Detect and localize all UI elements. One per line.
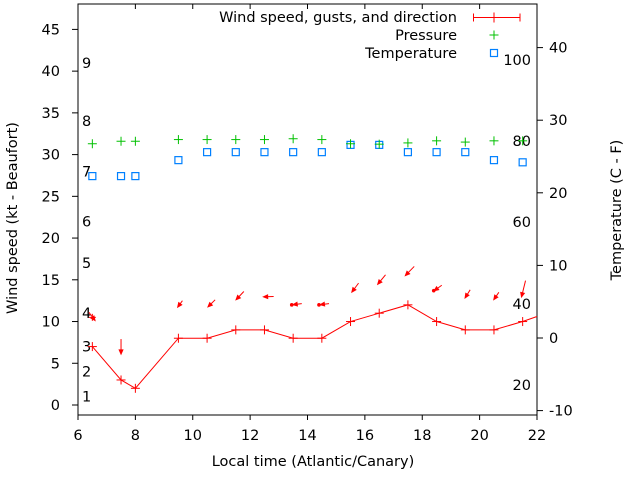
temperature-point: [131, 172, 140, 181]
wind-direction-arrow-head: [351, 286, 357, 294]
beaufort-label: 3: [82, 340, 91, 356]
temperature-point: [403, 148, 413, 157]
beaufort-label: 6: [82, 214, 91, 230]
beaufort-label: 1: [82, 390, 91, 406]
temperature-point: [432, 148, 441, 157]
wind-direction-arrow-head: [433, 285, 440, 292]
x-tick-label: 22: [528, 428, 546, 444]
wind-direction-arrow-head: [318, 301, 326, 307]
temperature-point: [116, 172, 126, 181]
temperature-point: [260, 148, 269, 157]
wind-direction-arrow-head: [464, 292, 470, 299]
y-left-axis-title: Wind speed (kt - Beaufort): [5, 122, 21, 314]
legend-label-temperature: Temperature: [364, 46, 457, 62]
y-left-tick-label: 35: [42, 106, 60, 122]
legend-temperature-symbol: [489, 48, 499, 58]
y-left-tick-label: 20: [42, 231, 60, 247]
temperature-point: [461, 148, 470, 157]
inner-scale-label: 20: [513, 378, 531, 394]
y-left-tick-label: 15: [42, 273, 60, 289]
x-tick-label: 6: [73, 428, 82, 444]
wind-direction-arrow-head: [493, 294, 499, 301]
y-left-tick-label: 0: [51, 398, 60, 414]
temperature-point: [202, 148, 212, 157]
plot-border: [77, 3, 538, 416]
y-right-tick-label: 30: [549, 113, 567, 129]
x-tick-label: 12: [241, 428, 259, 444]
x-axis-title: Local time (Atlantic/Canary): [212, 454, 415, 470]
wind-direction-arrow-head: [176, 301, 183, 309]
temperature-point: [289, 148, 298, 157]
y-right-tick-label: 0: [549, 331, 558, 347]
x-tick-label: 10: [184, 428, 202, 444]
y-left-tick-label: 10: [42, 315, 60, 331]
inner-scale-label: 60: [513, 215, 531, 231]
legend-label-pressure: Pressure: [395, 28, 457, 44]
beaufort-label: 8: [82, 114, 91, 130]
y-right-tick-label: -10: [549, 404, 573, 420]
wind-direction-arrow-head: [90, 315, 96, 322]
inner-scale-label: 80: [513, 134, 531, 150]
x-tick-label: 18: [413, 428, 431, 444]
wind-direction-arrow-head: [235, 294, 242, 301]
temperature-point: [88, 172, 97, 181]
wind-direction-arrow-head: [520, 291, 526, 299]
x-tick-label: 14: [298, 428, 316, 444]
y-left-tick-label: 5: [51, 356, 60, 372]
temperature-point: [317, 148, 326, 157]
wind-direction-arrow-head: [118, 349, 124, 356]
y-left-tick-label: 30: [42, 148, 60, 164]
y-right-tick-label: 20: [549, 186, 567, 202]
y-right-tick-label: 10: [549, 258, 567, 274]
y-right-tick-label: 40: [549, 41, 567, 57]
x-tick-label: 20: [470, 428, 488, 444]
temperature-point: [518, 158, 527, 167]
inner-scale-label: 100: [503, 53, 531, 69]
beaufort-label: 4: [82, 306, 91, 322]
inner-scale-label: 40: [513, 297, 531, 313]
legend-label-wind: Wind speed, gusts, and direction: [219, 10, 457, 26]
wind-direction-arrow-head: [376, 278, 383, 286]
beaufort-label: 2: [82, 365, 91, 381]
x-tick-label: 16: [356, 428, 374, 444]
y-right-axis-title: Temperature (C - F): [609, 140, 625, 282]
temperature-point: [489, 156, 499, 165]
wind-direction-arrow-head: [207, 301, 214, 308]
wind-speed-line: [91, 304, 538, 389]
wind-direction-arrow-head: [291, 301, 298, 307]
y-left-tick-label: 40: [42, 64, 60, 80]
chart-generated-layer: 6 8 10 12 14 16 18 20 22051015202530354045-10010…: [42, 3, 573, 444]
temperature-point: [231, 148, 240, 157]
temperature-point: [174, 156, 183, 165]
y-left-tick-label: 45: [42, 22, 60, 38]
y-left-tick-label: 25: [42, 189, 60, 205]
beaufort-label: 9: [82, 56, 91, 72]
beaufort-label: 7: [82, 164, 91, 180]
wind-direction-arrow-head: [262, 294, 269, 300]
wind-direction-arrow-head: [404, 270, 411, 277]
x-tick-label: 8: [131, 428, 140, 444]
beaufort-label: 5: [82, 256, 91, 272]
